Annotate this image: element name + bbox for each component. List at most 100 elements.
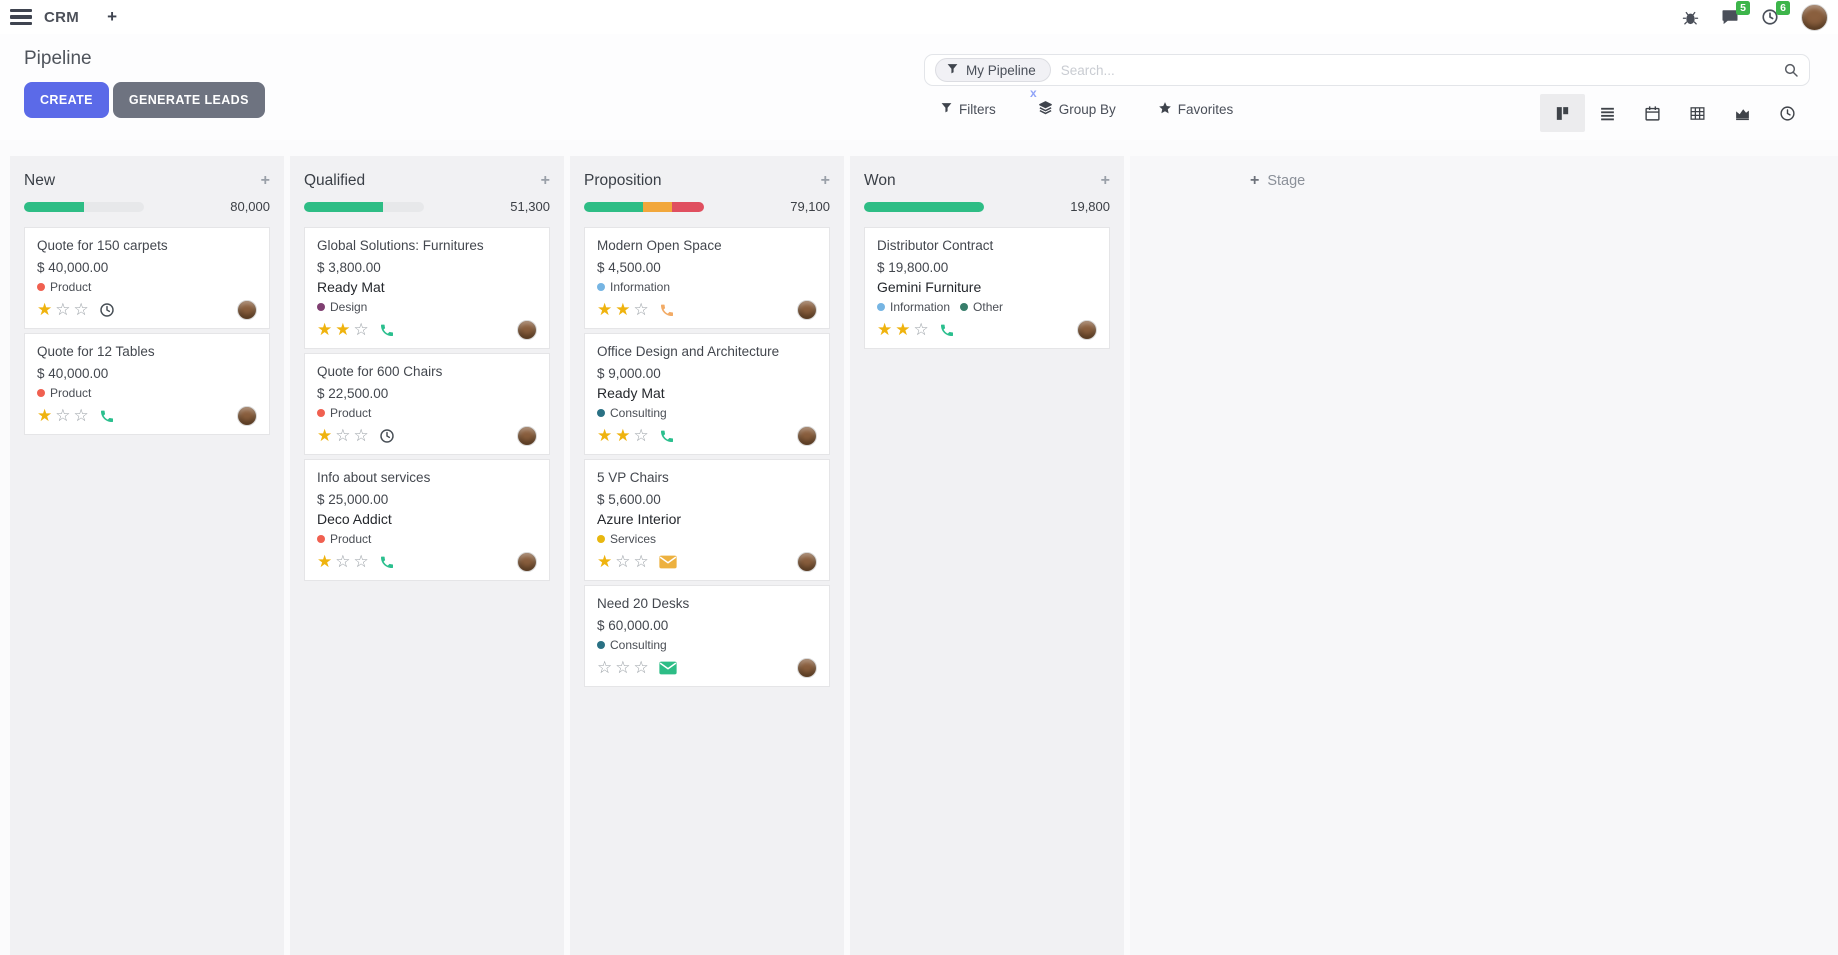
priority-star-icon[interactable]: ☆ [597, 658, 613, 677]
kanban-card[interactable]: Quote for 600 Chairs $ 22,500.00 Product ★ ☆… [304, 353, 550, 455]
activity-phone-icon[interactable] [99, 408, 115, 424]
search-bar[interactable]: My Pipeline Search... [924, 54, 1810, 86]
column-progressbar[interactable] [24, 201, 144, 212]
apps-menu-icon[interactable] [10, 9, 32, 25]
kanban-card[interactable]: Quote for 12 Tables $ 40,000.00 Product ★ ☆ ☆ [24, 333, 270, 435]
priority-star-icon[interactable]: ☆ [633, 300, 649, 319]
debug-bug-icon[interactable] [1682, 9, 1699, 26]
filters-button[interactable]: Filters [940, 101, 996, 117]
column-quick-create-icon[interactable]: + [540, 172, 550, 189]
activities-clock-icon[interactable]: 6 [1761, 1, 1790, 26]
column-title[interactable]: Qualified [304, 172, 366, 189]
priority-star-icon[interactable]: ☆ [633, 658, 649, 677]
priority-star-icon[interactable]: ★ [597, 300, 613, 319]
priority-star-icon[interactable]: ☆ [615, 658, 631, 677]
priority-star-icon[interactable]: ☆ [353, 552, 369, 571]
generate-leads-button[interactable]: GENERATE LEADS [112, 82, 265, 118]
card-title[interactable]: Info about services [317, 470, 431, 485]
activity-phone-icon[interactable] [659, 428, 675, 444]
priority-star-icon[interactable]: ★ [597, 426, 613, 445]
priority-star-icon[interactable]: ☆ [633, 552, 649, 571]
progress-segment[interactable] [304, 201, 384, 212]
priority-star-icon[interactable]: ☆ [73, 406, 89, 425]
view-switch-graph[interactable] [1720, 94, 1765, 132]
kanban-card[interactable]: Modern Open Space $ 4,500.00 Information ★ ★… [584, 227, 830, 329]
kanban-card[interactable]: Info about services $ 25,000.00 Deco Addic… [304, 459, 550, 581]
progress-segment[interactable] [864, 201, 984, 212]
search-facet-my-pipeline[interactable]: My Pipeline [935, 58, 1051, 82]
progress-segment[interactable] [24, 201, 84, 212]
priority-star-icon[interactable]: ★ [335, 320, 351, 339]
kanban-card[interactable]: Global Solutions: Furnitures $ 3,800.00 Re… [304, 227, 550, 349]
column-progressbar[interactable] [584, 201, 704, 212]
card-title[interactable]: Modern Open Space [597, 238, 722, 253]
activity-clock-icon[interactable] [379, 428, 395, 444]
activity-phone-icon[interactable] [379, 322, 395, 338]
kanban-card[interactable]: Distributor Contract $ 19,800.00 Gemini Fu… [864, 227, 1110, 349]
view-switch-kanban[interactable] [1540, 94, 1585, 132]
priority-star-icon[interactable]: ★ [895, 320, 911, 339]
priority-star-icon[interactable]: ☆ [615, 552, 631, 571]
kanban-card[interactable]: Quote for 150 carpets $ 40,000.00 Product ★… [24, 227, 270, 329]
activity-phone-icon[interactable] [379, 554, 395, 570]
messages-icon[interactable]: 5 [1721, 1, 1750, 26]
priority-star-icon[interactable]: ★ [597, 552, 613, 571]
card-title[interactable]: Global Solutions: Furnitures [317, 238, 484, 253]
priority-star-icon[interactable]: ☆ [335, 552, 351, 571]
create-button[interactable]: CREATE [24, 82, 109, 118]
activity-phone-icon[interactable] [659, 302, 675, 318]
add-stage-button[interactable]: + Stage [1250, 172, 1306, 189]
remove-facet-icon[interactable]: x [1030, 86, 1037, 100]
column-progressbar[interactable] [864, 201, 984, 212]
card-title[interactable]: Quote for 12 Tables [37, 344, 155, 359]
column-quick-create-icon[interactable]: + [820, 172, 830, 189]
view-switch-calendar[interactable] [1630, 94, 1675, 132]
priority-star-icon[interactable]: ☆ [353, 426, 369, 445]
group-by-button[interactable]: Group By [1038, 100, 1116, 118]
user-avatar[interactable] [1801, 3, 1828, 31]
card-title[interactable]: 5 VP Chairs [597, 470, 669, 485]
new-tab-icon[interactable]: + [107, 7, 117, 26]
column-quick-create-icon[interactable]: + [1100, 172, 1110, 189]
card-title[interactable]: Quote for 600 Chairs [317, 364, 443, 379]
progress-segment[interactable] [584, 201, 643, 212]
card-title[interactable]: Office Design and Architecture [597, 344, 780, 359]
priority-star-icon[interactable]: ★ [317, 320, 333, 339]
priority-star-icon[interactable]: ★ [615, 426, 631, 445]
priority-star-icon[interactable]: ★ [37, 406, 53, 425]
priority-star-icon[interactable]: ★ [877, 320, 893, 339]
app-title[interactable]: CRM [44, 8, 80, 26]
priority-star-icon[interactable]: ★ [317, 552, 333, 571]
activity-clock-icon[interactable] [99, 302, 115, 318]
priority-star-icon[interactable]: ☆ [353, 320, 369, 339]
column-progressbar[interactable] [304, 201, 424, 212]
view-switch-list[interactable] [1585, 94, 1630, 132]
progress-segment[interactable] [642, 201, 672, 212]
search-input[interactable]: Search... [1060, 62, 1115, 78]
priority-star-icon[interactable]: ☆ [633, 426, 649, 445]
activity-phone-icon[interactable] [939, 322, 955, 338]
view-switch-activity[interactable] [1765, 94, 1810, 132]
priority-star-icon[interactable]: ☆ [55, 406, 71, 425]
activity-envelope-icon[interactable] [659, 555, 677, 569]
progress-segment[interactable] [671, 201, 704, 212]
priority-star-icon[interactable]: ☆ [335, 426, 351, 445]
view-switch-pivot[interactable] [1675, 94, 1720, 132]
priority-star-icon[interactable]: ★ [317, 426, 333, 445]
favorites-button[interactable]: Favorites [1158, 101, 1233, 118]
priority-star-icon[interactable]: ☆ [913, 320, 929, 339]
priority-star-icon[interactable]: ☆ [55, 300, 71, 319]
column-title[interactable]: New [24, 172, 56, 189]
column-title[interactable]: Proposition [584, 172, 662, 189]
activity-envelope-icon[interactable] [659, 661, 677, 675]
priority-star-icon[interactable]: ☆ [73, 300, 89, 319]
kanban-card[interactable]: 5 VP Chairs $ 5,600.00 Azure Interior Servi… [584, 459, 830, 581]
column-quick-create-icon[interactable]: + [260, 172, 270, 189]
priority-star-icon[interactable]: ★ [37, 300, 53, 319]
kanban-card[interactable]: Need 20 Desks $ 60,000.00 Consulting ☆ ☆ ☆ [584, 585, 830, 687]
card-title[interactable]: Distributor Contract [877, 238, 994, 253]
search-icon[interactable] [1783, 62, 1799, 78]
priority-star-icon[interactable]: ★ [615, 300, 631, 319]
kanban-card[interactable]: Office Design and Architecture $ 9,000.00… [584, 333, 830, 455]
column-title[interactable]: Won [864, 172, 896, 189]
